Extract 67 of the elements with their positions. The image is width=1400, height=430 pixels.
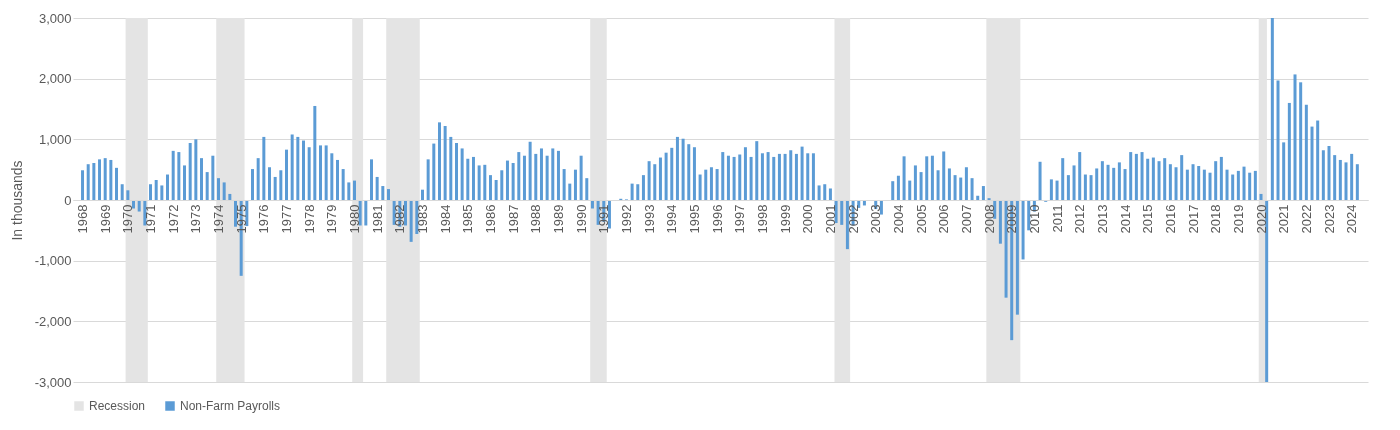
x-tick-label: 1995: [686, 204, 702, 234]
x-tick-label: 2020: [1253, 204, 1269, 234]
x-tick-label: 1978: [301, 204, 317, 234]
x-tick-label: 1970: [120, 204, 136, 234]
x-tick-label: 2002: [845, 204, 861, 234]
x-tick-label: 2006: [936, 204, 952, 234]
x-tick-label: 1976: [256, 204, 272, 234]
x-tick-label: 1989: [550, 204, 566, 234]
x-tick-label: 1987: [505, 204, 521, 234]
x-tick-label: 1980: [346, 204, 362, 234]
x-tick-label: 2015: [1140, 204, 1156, 234]
x-tick-label: 2003: [868, 204, 884, 234]
x-tick-label: 1984: [437, 204, 453, 234]
x-tick-label: 1977: [279, 204, 294, 234]
x-tick-label: 1971: [143, 204, 159, 234]
x-tick-label: 2019: [1230, 204, 1246, 234]
x-tick-label: 1996: [709, 204, 725, 234]
x-tick-label: 1969: [97, 204, 113, 234]
x-tick-label: 2022: [1298, 204, 1314, 234]
x-tick-label: 1993: [641, 204, 657, 234]
x-tick-label: 1991: [596, 204, 612, 234]
x-tick-label: 2023: [1321, 204, 1337, 234]
x-tick-label: 2008: [981, 204, 997, 234]
x-tick-label: 1986: [482, 204, 498, 234]
x-tick-label: 2014: [1117, 204, 1133, 234]
y-tick-label: -2,000: [34, 313, 72, 329]
x-tick-label: 1981: [369, 204, 385, 234]
x-tick-label: 1990: [573, 204, 589, 234]
x-tick-label: 2011: [1049, 204, 1065, 233]
y-tick-label: -3,000: [34, 374, 72, 390]
y-axis-title: In thousands: [8, 160, 25, 241]
x-tick-label: 1999: [777, 204, 793, 234]
x-tick-label: 1974: [211, 204, 227, 234]
x-tick-label: 1975: [233, 204, 249, 234]
x-tick-label: 2005: [913, 204, 929, 234]
x-tick-label: 1982: [392, 204, 408, 234]
y-tick-label: 1,000: [38, 131, 72, 147]
x-tick-label: 2004: [890, 204, 906, 234]
y-tick-label: 0: [64, 192, 72, 208]
x-tick-label: 2024: [1344, 204, 1360, 234]
x-tick-label: 1997: [732, 204, 748, 234]
x-tick-label: 1979: [324, 204, 340, 234]
legend-label: Non-Farm Payrolls: [180, 399, 281, 413]
x-tick-label: 2001: [822, 204, 838, 234]
x-tick-label: 2013: [1094, 204, 1110, 234]
x-tick-label: 1992: [618, 204, 634, 234]
y-tick-label: -1,000: [34, 253, 72, 269]
x-tick-label: 1972: [165, 204, 181, 234]
x-tick-label: 2009: [1004, 204, 1020, 234]
x-tick-label: 1998: [754, 204, 770, 234]
x-tick-label: 2000: [800, 204, 816, 234]
x-tick-label: 2016: [1162, 204, 1178, 234]
x-tick-label: 2012: [1072, 204, 1088, 234]
x-tick-label: 2018: [1208, 204, 1224, 234]
x-tick-label: 1983: [414, 204, 430, 234]
y-tick-label: 2,000: [38, 71, 72, 87]
x-tick-label: 2007: [958, 204, 974, 234]
x-tick-label: 1988: [528, 204, 544, 234]
x-tick-label: 1968: [75, 204, 91, 234]
x-tick-label: 2021: [1276, 204, 1292, 234]
x-tick-label: 2010: [1026, 204, 1042, 234]
legend-label: Recession: [89, 399, 146, 413]
x-tick-label: 1994: [664, 204, 680, 234]
x-tick-label: 1973: [188, 204, 204, 234]
x-tick-label: 2017: [1185, 204, 1201, 234]
y-tick-label: 3,000: [38, 10, 72, 26]
x-tick-label: 1985: [460, 204, 476, 234]
